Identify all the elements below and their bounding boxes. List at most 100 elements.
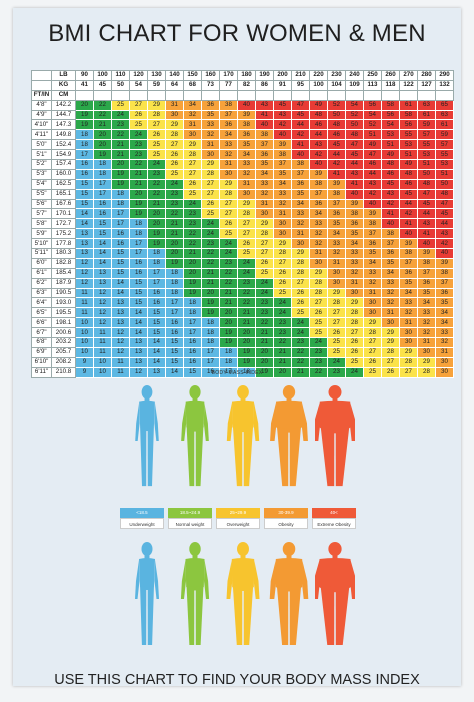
bmi-cell: 50 (417, 168, 436, 180)
bmi-row: 5'11" 180.3 13 14 15 17 18 20 21 22 24 25 27 28 29 31 32… (31, 248, 454, 259)
bmi-cell: 38 (273, 149, 292, 161)
bmi-cell: 47 (291, 99, 310, 111)
bmi-row: 5'3" 160.0 16 18 19 21 23 25 27 28 30 32 34 35 37 39 41 4… (31, 168, 454, 180)
bmi-cell: 38 (363, 218, 382, 230)
bmi-cell: 34 (381, 267, 400, 279)
bmi-cell: 51 (363, 129, 382, 141)
bmi-cell: 20 (201, 287, 220, 299)
height-cm-tick: 177.8 (51, 238, 76, 250)
bmi-cell: 40 (273, 129, 292, 141)
bmi-cell: 34 (273, 178, 292, 190)
weight-lb-tick: 190 (255, 70, 274, 81)
bmi-cell: 24 (255, 287, 274, 299)
weight-kg-tick: 64 (165, 79, 184, 91)
female-figure (226, 384, 260, 487)
height-ftin-tick: 6'9" (31, 346, 52, 358)
height-cm-tick: 200.6 (51, 327, 76, 339)
bmi-cell: 20 (237, 327, 256, 339)
weight-kg-tick: 127 (417, 79, 436, 91)
bmi-cell: 34 (327, 228, 346, 240)
height-ftin-tick: 6'2" (31, 277, 52, 289)
weight-kg-tick: 68 (183, 79, 202, 91)
legend-range: 40< (312, 508, 356, 518)
bmi-cell: 37 (363, 228, 382, 240)
bmi-cell: 18 (201, 337, 220, 348)
bmi-cell: 30 (255, 208, 274, 220)
legend-range: 25~29.9 (216, 508, 260, 518)
bmi-cell: 10 (75, 346, 94, 358)
bmi-cell: 27 (183, 168, 202, 180)
header-empty-cell (165, 89, 184, 101)
weight-lb-tick: 220 (309, 70, 328, 81)
height-ftin-tick: 5'3" (31, 168, 52, 180)
bmi-cell: 16 (93, 198, 112, 210)
bmi-cell: 27 (147, 119, 166, 131)
bmi-cell: 33 (417, 307, 436, 319)
bmi-cell: 52 (363, 119, 382, 131)
bmi-cell: 19 (75, 109, 94, 121)
height-ftin-tick: 4'10" (31, 119, 52, 131)
header-ftin-label: FT/IN (31, 89, 52, 101)
bmi-cell: 33 (399, 297, 418, 309)
bmi-cell: 19 (201, 297, 220, 309)
bmi-cell: 23 (165, 198, 184, 210)
bmi-cell: 23 (129, 139, 148, 151)
bmi-cell: 29 (237, 198, 256, 210)
bmi-cell: 32 (309, 228, 328, 240)
bmi-cell: 21 (183, 248, 202, 259)
bmi-cell: 31 (435, 346, 454, 358)
bmi-cell: 29 (273, 238, 292, 250)
bmi-cell: 13 (111, 317, 130, 329)
bmi-cell: 24 (237, 267, 256, 279)
weight-lb-tick: 250 (363, 70, 382, 81)
header-row-height: FT/IN CM (31, 89, 454, 101)
bmi-cell: 15 (165, 356, 184, 368)
bmi-cell: 13 (75, 248, 94, 259)
header-empty-cell (237, 89, 256, 101)
bmi-cell: 21 (165, 228, 184, 240)
legend-range: 18.5~24.9 (168, 508, 212, 518)
header-empty-cell (255, 89, 274, 101)
bmi-cell: 15 (111, 267, 130, 279)
bmi-cell: 28 (399, 356, 418, 368)
bmi-cell: 30 (273, 218, 292, 230)
height-ftin-tick: 6'0" (31, 257, 52, 269)
body-mass-index-label: BODY MASS INDEX (211, 370, 263, 376)
bmi-cell: 51 (435, 168, 454, 180)
bmi-cell: 30 (435, 356, 454, 368)
header-empty-cell (93, 89, 112, 101)
bmi-cell: 20 (237, 337, 256, 348)
bmi-row: 6'9" 205.7 10 11 12 13 14 15 16 17 18 19 20 21 22 23 25 2… (31, 346, 454, 358)
bmi-cell: 31 (165, 99, 184, 111)
header-empty-cell (309, 89, 328, 101)
bmi-cell: 37 (219, 109, 238, 121)
bmi-cell: 27 (165, 139, 184, 151)
header-empty-cell (381, 89, 400, 101)
legend-range: 30-39.9 (264, 508, 308, 518)
legend-label: Extreme Obesity (312, 518, 356, 529)
weight-kg-tick: 73 (201, 79, 220, 91)
bmi-cell: 21 (129, 178, 148, 190)
bmi-cell: 36 (219, 119, 238, 131)
legend-item: 30-39.9 Obesity (264, 508, 308, 529)
bmi-cell: 42 (363, 188, 382, 200)
male-figure (315, 542, 355, 645)
bmi-cell: 40 (363, 198, 382, 210)
bmi-cell: 24 (291, 317, 310, 329)
bmi-cell: 14 (129, 317, 148, 329)
bmi-cell: 27 (237, 228, 256, 240)
bmi-cell: 43 (309, 139, 328, 151)
bmi-cell: 48 (345, 129, 364, 141)
bmi-cell: 34 (345, 238, 364, 250)
bmi-cell: 28 (219, 188, 238, 200)
bmi-cell: 36 (381, 248, 400, 259)
bmi-row: 6'7" 200.6 10 11 12 14 15 16 17 18 19 20 21 23 24 25 26 2… (31, 327, 454, 339)
bmi-cell: 14 (111, 277, 130, 289)
bmi-cell: 11 (75, 297, 94, 309)
bmi-cell: 15 (147, 307, 166, 319)
bmi-cell: 26 (291, 287, 310, 299)
bmi-cell: 28 (183, 149, 202, 161)
bmi-cell: 42 (309, 149, 328, 161)
bmi-cell: 28 (345, 307, 364, 319)
bmi-cell: 31 (201, 139, 220, 151)
